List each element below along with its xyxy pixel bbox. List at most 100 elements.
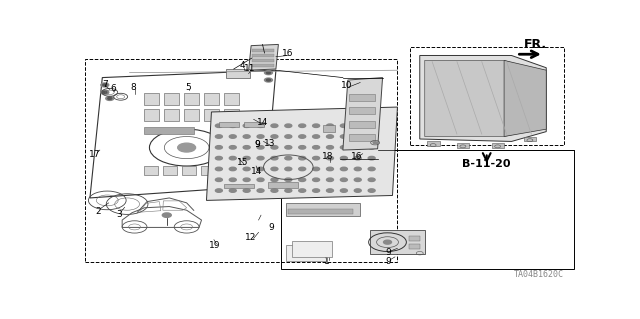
- Circle shape: [229, 167, 236, 171]
- Bar: [252, 59, 275, 62]
- Bar: [286, 245, 326, 261]
- Circle shape: [216, 135, 222, 138]
- Circle shape: [355, 189, 361, 192]
- Circle shape: [355, 167, 361, 171]
- Circle shape: [271, 135, 278, 138]
- Text: 16: 16: [351, 152, 362, 161]
- Bar: [85, 59, 397, 262]
- Circle shape: [257, 124, 264, 128]
- Polygon shape: [425, 60, 536, 137]
- Circle shape: [101, 83, 109, 87]
- Text: 14: 14: [257, 118, 268, 127]
- Bar: [457, 143, 469, 148]
- Text: TA04B1620C: TA04B1620C: [513, 270, 564, 279]
- Bar: [224, 93, 239, 105]
- Circle shape: [243, 124, 250, 128]
- Text: 9: 9: [386, 256, 392, 265]
- Circle shape: [106, 96, 114, 100]
- Circle shape: [243, 145, 250, 149]
- Text: 1: 1: [324, 257, 330, 266]
- Text: 18: 18: [323, 152, 333, 161]
- Circle shape: [243, 156, 250, 160]
- Text: 19: 19: [209, 241, 221, 250]
- Circle shape: [340, 189, 348, 192]
- Text: 7: 7: [102, 80, 108, 89]
- Circle shape: [285, 156, 292, 160]
- Circle shape: [299, 156, 306, 160]
- Circle shape: [368, 145, 375, 149]
- Text: 10: 10: [341, 81, 353, 90]
- Text: 17: 17: [89, 151, 100, 160]
- Circle shape: [383, 240, 392, 244]
- Text: 2: 2: [95, 207, 100, 216]
- Text: 9: 9: [255, 140, 260, 149]
- Circle shape: [101, 90, 109, 94]
- Circle shape: [340, 156, 348, 160]
- Circle shape: [368, 167, 375, 171]
- Circle shape: [368, 124, 375, 128]
- Bar: [349, 121, 375, 128]
- Circle shape: [271, 167, 278, 171]
- Circle shape: [103, 84, 107, 86]
- Bar: [204, 93, 219, 105]
- Circle shape: [326, 156, 333, 160]
- Polygon shape: [249, 44, 278, 70]
- Circle shape: [299, 178, 306, 182]
- Text: 14: 14: [252, 167, 263, 176]
- Circle shape: [285, 135, 292, 138]
- Bar: [224, 184, 253, 188]
- Circle shape: [368, 189, 375, 192]
- Circle shape: [216, 167, 222, 171]
- Circle shape: [229, 135, 236, 138]
- Circle shape: [271, 145, 278, 149]
- Circle shape: [355, 124, 361, 128]
- Circle shape: [299, 167, 306, 171]
- Bar: [184, 109, 199, 121]
- Bar: [224, 109, 239, 121]
- Circle shape: [355, 156, 361, 160]
- Bar: [219, 122, 239, 127]
- Circle shape: [271, 156, 278, 160]
- Circle shape: [285, 189, 292, 192]
- Circle shape: [229, 178, 236, 182]
- Bar: [252, 54, 275, 57]
- Text: 11: 11: [244, 64, 255, 73]
- Circle shape: [243, 135, 250, 138]
- Text: 13: 13: [264, 139, 275, 148]
- Circle shape: [271, 178, 278, 182]
- Circle shape: [103, 91, 107, 93]
- Circle shape: [340, 135, 348, 138]
- Circle shape: [368, 178, 375, 182]
- Bar: [410, 47, 564, 145]
- Circle shape: [257, 178, 264, 182]
- Bar: [286, 203, 360, 216]
- Bar: [409, 236, 420, 241]
- Circle shape: [163, 213, 172, 217]
- Circle shape: [368, 135, 375, 138]
- Circle shape: [216, 178, 222, 182]
- Bar: [269, 182, 298, 188]
- Bar: [204, 109, 219, 121]
- Circle shape: [312, 135, 319, 138]
- Bar: [184, 93, 199, 105]
- Text: 9: 9: [269, 223, 275, 233]
- Bar: [145, 166, 158, 174]
- Circle shape: [264, 71, 273, 75]
- Circle shape: [216, 156, 222, 160]
- Circle shape: [178, 143, 196, 152]
- Circle shape: [229, 189, 236, 192]
- Circle shape: [355, 178, 361, 182]
- Text: 9: 9: [254, 140, 260, 149]
- Circle shape: [229, 156, 236, 160]
- Text: 15: 15: [237, 158, 248, 167]
- Circle shape: [299, 135, 306, 138]
- Polygon shape: [504, 60, 547, 137]
- Polygon shape: [420, 56, 547, 141]
- Text: 4: 4: [240, 61, 246, 70]
- Text: B-11-20: B-11-20: [463, 159, 511, 168]
- Circle shape: [243, 189, 250, 192]
- Circle shape: [216, 189, 222, 192]
- Circle shape: [355, 145, 361, 149]
- Circle shape: [285, 167, 292, 171]
- Circle shape: [326, 189, 333, 192]
